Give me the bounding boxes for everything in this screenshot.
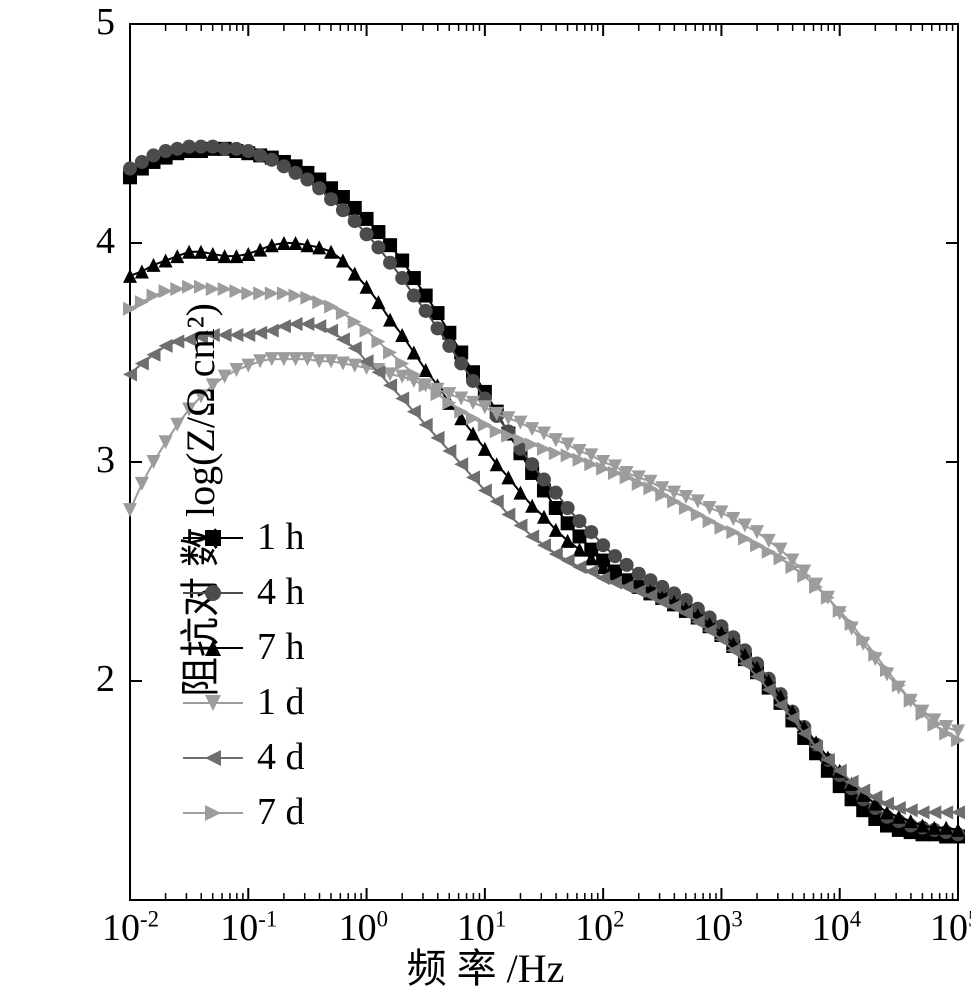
x-tick-label: 103 — [693, 906, 742, 950]
legend-row: 1 h — [183, 510, 305, 565]
legend-row: 4 h — [183, 565, 305, 620]
chart-svg — [0, 0, 971, 1000]
legend-row: 1 d — [183, 675, 305, 730]
x-tick-label: 104 — [812, 906, 861, 950]
legend-row: 7 d — [183, 785, 305, 840]
legend-swatch — [183, 526, 243, 550]
impedance-bode-chart: 阻抗对 数 log(Z/Ω cm²) 频 率 /Hz 1 h4 h7 h1 d4… — [0, 0, 971, 1000]
legend-label: 4 h — [257, 565, 305, 620]
x-tick-label: 10-2 — [102, 906, 159, 950]
y-tick-label: 3 — [96, 438, 115, 482]
x-tick-label: 105 — [930, 906, 971, 950]
x-tick-label: 10-1 — [220, 906, 277, 950]
legend-swatch — [183, 801, 243, 825]
legend-label: 1 d — [257, 675, 305, 730]
legend-swatch — [183, 636, 243, 660]
x-tick-label: 102 — [575, 906, 624, 950]
legend-row: 4 d — [183, 730, 305, 785]
legend-label: 1 h — [257, 510, 305, 565]
y-tick-label: 4 — [96, 219, 115, 263]
legend-label: 7 d — [257, 785, 305, 840]
x-tick-label: 100 — [339, 906, 388, 950]
legend-swatch — [183, 746, 243, 770]
legend: 1 h4 h7 h1 d4 d7 d — [183, 510, 305, 841]
legend-label: 7 h — [257, 620, 305, 675]
y-tick-label: 2 — [96, 657, 115, 701]
legend-swatch — [183, 581, 243, 605]
legend-row: 7 h — [183, 620, 305, 675]
x-tick-label: 101 — [457, 906, 506, 950]
legend-swatch — [183, 691, 243, 715]
y-tick-label: 5 — [96, 0, 115, 44]
legend-label: 4 d — [257, 730, 305, 785]
